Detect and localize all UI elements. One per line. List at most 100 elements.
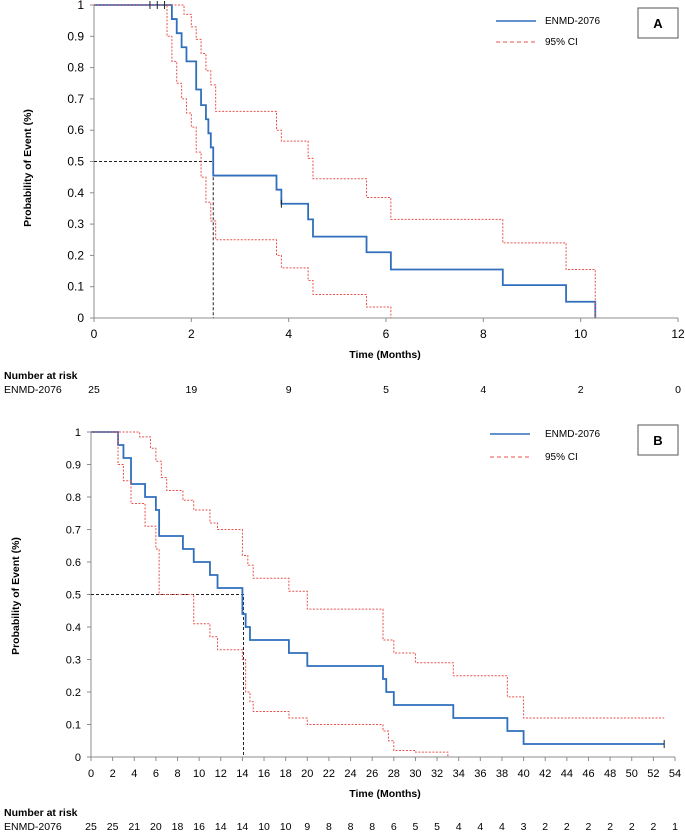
panel-b-x-tick-label: 36 [474,768,486,780]
panel-a-risk-count: 0 [675,384,681,396]
panel-b-risk-count: 9 [304,821,310,833]
panel-a-y-tick-label: 0.4 [67,186,84,200]
panel-a-label: A [653,16,663,31]
panel-b-plot: 00.10.20.30.40.50.60.70.80.910 2 4 6 8 10 12 14… [66,427,681,833]
panel-b-risk-count: 4 [456,821,462,833]
panel-b-x-tick-label: 18 [280,768,292,780]
panel-b-risk-count: 16 [193,821,205,833]
panel-b-risk-count: 1 [672,821,678,833]
panel-b-x-tick-label: 10 [193,768,205,780]
panel-b-y-tick-label: 0.6 [66,557,81,569]
panel-b-x-tick-label: 12 [215,768,227,780]
panel-a-risk-count: 19 [185,384,197,396]
panel-a-y-tick-label: 0.5 [67,155,84,169]
panel-b-x-tick-label: 24 [344,768,356,780]
panel-a-y-tick-label: 0 [77,311,84,325]
panel-a-legend-entry-enmd: ENMD-2076 [545,16,600,27]
panel-a-label-box [637,7,679,39]
panel-b-label: B [653,433,662,448]
panel-b-risk-count: 4 [477,821,483,833]
panel-b-risk-count: 25 [107,821,119,833]
panel-b-y-tick-label: 0.9 [66,460,81,472]
panel-b-x-tick-label: 8 [174,768,180,780]
panel-a-x-tick-label: 8 [480,327,487,341]
panel-b-risk-count: 20 [150,821,162,833]
panel-b-x-tick-label: 48 [604,768,616,780]
panel-b-risk-count: 5 [434,821,440,833]
panel-b-y-tick-label: 0.8 [66,492,81,504]
panel-b-y-tick-label: 0.2 [66,687,81,699]
panel-b-series-enmd-2076 [91,431,665,745]
panel-a-risk-count: 2 [578,384,584,396]
panel-a-x-tick-label: 10 [574,327,588,341]
panel-b-risk-count: 18 [172,821,184,833]
panel-b-x-tick-label: 20 [301,768,313,780]
panel-b-risk-count: 2 [650,821,656,833]
panel-a-legend-entry-ci: 95% CI [545,37,578,48]
panel-b-risk-count: 14 [237,821,249,833]
panel-a-x-tick-label: 0 [91,327,98,341]
panel-a-x-axis-label: Time (Months) [349,349,421,361]
panel-b-x-tick-label: 46 [582,768,594,780]
panel-b-risk-count: 2 [564,821,570,833]
panel-b-risk-header: Number at risk [4,807,78,819]
panel-b-risk-count: 10 [280,821,292,833]
panel-b-risk-count: 8 [369,821,375,833]
panel-b-risk-row-label: ENMD-2076 [4,821,62,833]
panel-a-risk-count: 9 [286,384,292,396]
panel-a-y-tick-label: 0.7 [67,92,84,106]
panel-b-y-tick-label: 0.1 [66,720,81,732]
panel-a-legend: ENMD-2076 95% CI [496,16,600,48]
panel-a-series-enmd-2076 [94,4,597,318]
panel-b-x-tick-label: 52 [647,768,659,780]
panel-a-risk-count: 4 [480,384,486,396]
panel-b-x-tick-label: 50 [626,768,638,780]
panel-a-y-tick-label: 0.3 [67,217,84,231]
panel-b-legend: ENMD-2076 95% CI [490,429,600,463]
panel-b-y-axis-label: Probability of Event (%) [10,537,22,655]
panel-b-y-tick-label: 0.3 [66,655,81,667]
panel-a-x-tick-label: 6 [383,327,390,341]
panel-a-y-tick-label: 0.9 [67,29,84,43]
panel-b-x-tick-label: 28 [388,768,400,780]
panel-a-x-tick-label: 2 [188,327,195,341]
panel-b-y-tick-label: 0.7 [66,525,81,537]
panel-b-risk-count: 10 [258,821,270,833]
panel-b-x-tick-label: 40 [517,768,529,780]
panel-b-x-tick-label: 44 [561,768,573,780]
panel-a-series-ci-lower [94,4,392,318]
panel-b-risk-count: 5 [413,821,419,833]
panel-a-x-tick-label: 4 [285,327,292,341]
panel-b-x-tick-label: 16 [258,768,270,780]
panel-a-y-tick-label: 0.8 [67,61,84,75]
panel-a-x-tick-label: 12 [671,327,685,341]
panel-b-risk-count: 8 [326,821,332,833]
panel-a: Probability of Event (%) Time (Months) N… [4,7,679,396]
panel-b-y-tick-label: 0 [75,752,81,764]
panel-b-risk-count: 4 [499,821,505,833]
panel-b-legend-entry-ci: 95% CI [545,452,578,463]
panel-b-x-tick-label: 6 [153,768,159,780]
panel-b-risk-count: 2 [542,821,548,833]
panel-b-series-ci-lower [91,431,449,757]
panel-b-label-box [637,424,679,456]
panel-b-y-tick-label: 1 [75,427,81,439]
panel-a-y-tick-label: 0.1 [67,280,84,294]
panel-a-risk-row-label: ENMD-2076 [4,384,62,396]
panel-b-risk-count: 6 [391,821,397,833]
panel-a-plot: 00.10.20.30.40.50.60.70.80.910 2 4 6 8 10 1225… [67,0,685,396]
panel-b-median-reference-line [91,594,244,757]
panel-a-y-tick-label: 1 [77,0,84,12]
panel-a-y-tick-label: 0.6 [67,123,84,137]
panel-b-risk-count: 14 [215,821,227,833]
panel-a-series-ci-upper [94,4,596,318]
panel-b-x-tick-label: 4 [131,768,137,780]
panel-b: Probability of Event (%) Time (Months) N… [4,424,679,833]
panel-b-x-tick-label: 38 [496,768,508,780]
panel-b-risk-count: 25 [85,821,97,833]
panel-b-series-ci-upper [91,431,665,719]
panel-b-x-axis-label: Time (Months) [349,788,421,800]
panel-b-legend-entry-enmd: ENMD-2076 [545,429,600,440]
